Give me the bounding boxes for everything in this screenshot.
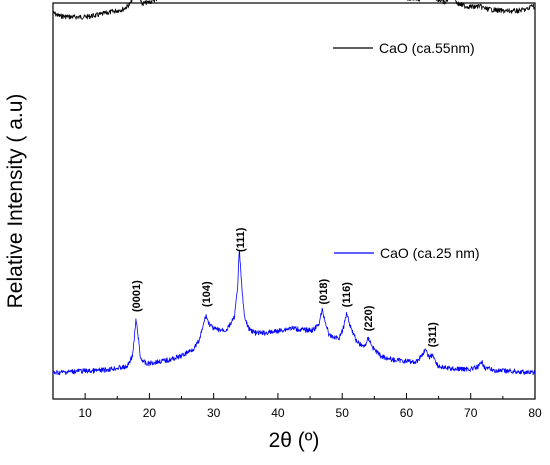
x-tick-label: 10 [78,406,92,420]
x-tick-label: 80 [528,406,542,420]
legend-label: CaO (ca.55nm) [379,40,475,56]
x-tick-label: 20 [143,406,157,420]
peak-label: (018) [318,278,330,304]
peak-label: (311) [427,322,439,347]
x-tick-label: 70 [464,406,478,420]
series-line-2 [52,250,536,376]
peak-label: (0001) [131,280,143,312]
x-tick-label: 60 [400,406,414,420]
peak-label: (220) [363,305,375,331]
x-tick-label: 40 [271,406,285,420]
legend-label: CaO (ca.25 nm) [380,245,480,261]
y-axis-title: Relative Intensity ( a.u) [4,94,27,309]
x-tick-label: 50 [336,406,350,420]
peak-annotations: (0001)(104)(111)(200)(018)(116)(220)(311… [131,227,439,347]
plot-frame [52,2,536,400]
peak-label: (111) [235,227,247,252]
peak-label: (104) [201,281,213,307]
x-axis-title: 2θ (º) [269,429,320,452]
series-layer [52,0,536,376]
legend: CaO (ca.55nm) CaO (ca.25 nm) [333,40,480,261]
x-tick-label: 30 [207,406,221,420]
x-axis-ticks: 10 20 30 40 50 60 70 80 [52,393,542,420]
peak-label: (116) [341,282,353,307]
